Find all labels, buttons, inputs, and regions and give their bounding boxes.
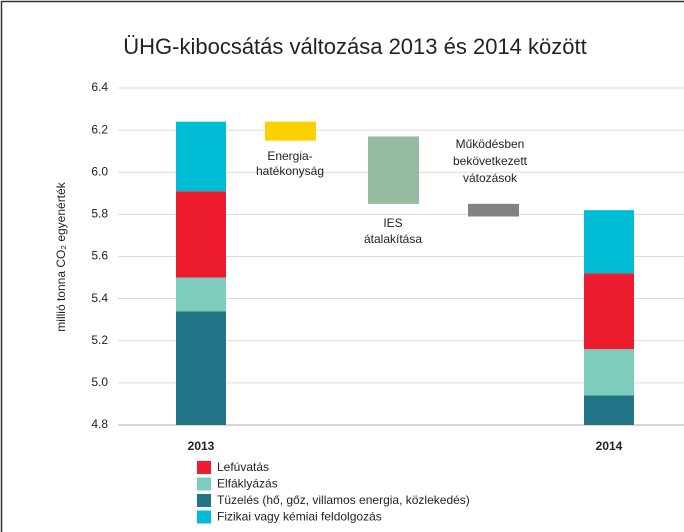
y-tick-label: 6.2 bbox=[91, 122, 108, 136]
legend-label: Tüzelés (hő, gőz, villamos energia, közl… bbox=[217, 493, 470, 507]
change-bar bbox=[368, 136, 419, 204]
change-bar bbox=[265, 121, 316, 141]
y-tick-label: 6.0 bbox=[91, 164, 108, 178]
y-tick-label: 5.4 bbox=[91, 291, 108, 305]
y-tick-label: 5.2 bbox=[91, 333, 108, 347]
change-bar bbox=[468, 203, 519, 217]
x-tick-label: 2014 bbox=[596, 439, 623, 453]
legend-swatch bbox=[197, 461, 211, 474]
bar-segment bbox=[584, 349, 634, 396]
bar-segment bbox=[584, 210, 634, 274]
x-tick-label: 2013 bbox=[188, 439, 215, 453]
y-tick-label: 4.8 bbox=[91, 417, 108, 431]
change-label: bekövetkezett bbox=[453, 154, 528, 168]
bar-segment bbox=[176, 277, 226, 312]
legend-label: Fizikai vagy kémiai feldolgozás bbox=[217, 510, 382, 524]
change-label: Működésben bbox=[456, 137, 525, 151]
legend-swatch bbox=[197, 510, 211, 524]
y-tick-label: 5.6 bbox=[91, 249, 108, 263]
bar-segment bbox=[176, 191, 226, 278]
change-label: Energia- bbox=[267, 149, 312, 163]
change-label: hatékonyság bbox=[256, 164, 324, 178]
chart-title: ÜHG-kibocsátás változása 2013 és 2014 kö… bbox=[123, 34, 586, 59]
change-label: IES bbox=[383, 216, 402, 230]
y-axis-label: millió tonna CO₂ egyenérték bbox=[54, 181, 68, 331]
legend-label: Elfáklyázás bbox=[217, 477, 278, 491]
y-tick-label: 5.8 bbox=[91, 207, 108, 221]
change-label: vátozások bbox=[463, 171, 518, 185]
bar-segment bbox=[584, 273, 634, 350]
bar-segment bbox=[176, 121, 226, 192]
bar-segment bbox=[584, 395, 634, 425]
y-tick-label: 6.4 bbox=[91, 80, 108, 94]
legend-label: Lefúvatás bbox=[217, 460, 269, 474]
legend-swatch bbox=[197, 494, 211, 507]
legend-swatch bbox=[197, 477, 211, 491]
bar-segment bbox=[176, 311, 226, 425]
y-tick-label: 5.0 bbox=[91, 375, 108, 389]
change-label: átalakítása bbox=[364, 232, 422, 246]
